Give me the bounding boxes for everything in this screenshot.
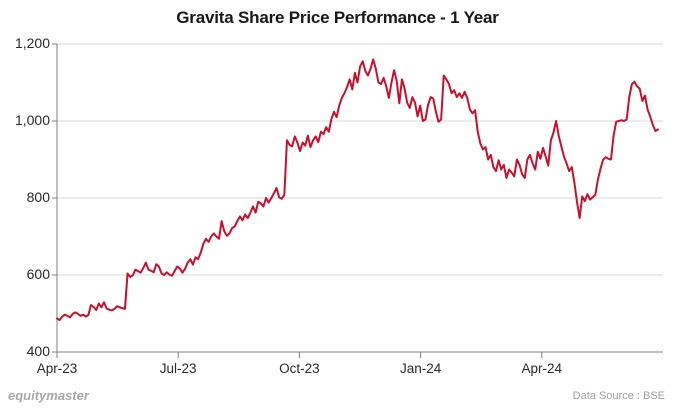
- y-tick-label: 1,200: [14, 35, 50, 51]
- x-tick-label: Oct-23: [279, 361, 320, 376]
- equitymaster-watermark: equitymaster: [8, 388, 89, 403]
- data-series-lines: [56, 58, 659, 322]
- x-tick-label: Apr-24: [521, 361, 563, 376]
- series-line: [56, 58, 659, 322]
- x-tick-label: Apr-23: [36, 361, 78, 376]
- chart-title: Gravita Share Price Performance - 1 Year: [176, 8, 499, 27]
- y-tick-label: 800: [26, 189, 50, 205]
- tick-marks: [52, 43, 543, 358]
- y-tick-label: 400: [26, 343, 50, 359]
- y-tick-label: 600: [26, 266, 50, 282]
- data-source-note: Data Source : BSE: [572, 390, 665, 402]
- x-tick-label: Jan-24: [399, 361, 442, 376]
- gridlines: [57, 43, 663, 353]
- y-tick-label: 1,000: [14, 112, 50, 128]
- x-tick-label: Jul-23: [159, 361, 197, 376]
